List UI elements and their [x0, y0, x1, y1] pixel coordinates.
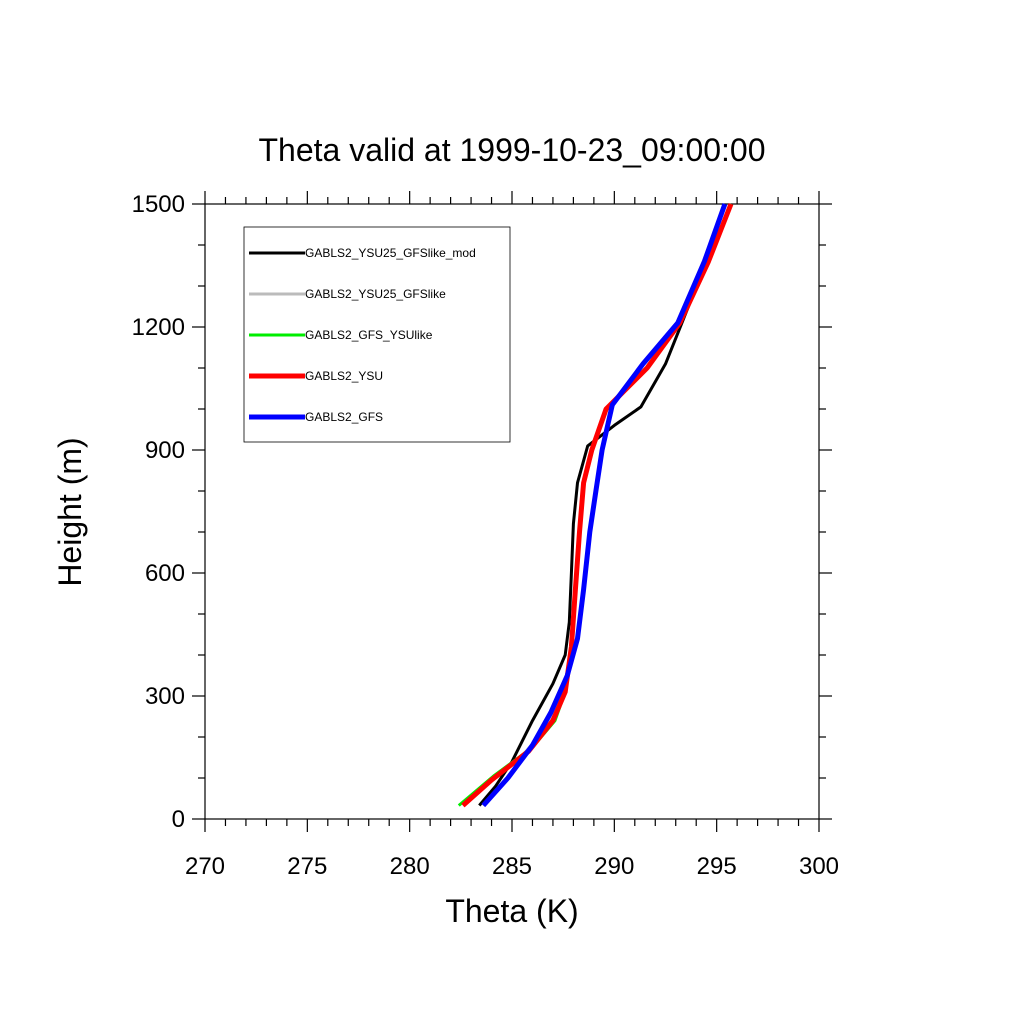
- y-tick-label: 0: [172, 806, 185, 833]
- x-tick-label: 295: [697, 853, 737, 880]
- x-tick-label: 300: [799, 853, 839, 880]
- x-axis-label: Theta (K): [445, 893, 578, 929]
- y-tick-label: 600: [145, 560, 185, 587]
- legend-box: [243, 226, 511, 443]
- legend-label: GABLS2_GFS: [305, 410, 383, 424]
- plot-area: 270 275 280 285 290 295 300 0 300 600 900 1200 1500 G…: [132, 191, 839, 880]
- x-tick-label: 290: [594, 853, 634, 880]
- x-tick-label: 275: [287, 853, 327, 880]
- y-tick-label: 1500: [132, 191, 185, 218]
- y-axis-label: Height (m): [52, 437, 88, 586]
- y-tick-label: 900: [145, 437, 185, 464]
- x-tick-label: 280: [390, 853, 430, 880]
- legend-label: GABLS2_YSU25_GFSlike_mod: [305, 246, 476, 260]
- x-tick-label: 270: [185, 853, 225, 880]
- y-tick-label: 300: [145, 683, 185, 710]
- legend-label: GABLS2_GFS_YSUlike: [305, 328, 433, 342]
- chart-title: Theta valid at 1999-10-23_09:00:00: [258, 132, 765, 168]
- series-line-1: [478, 203, 733, 807]
- series-line-5: [481, 203, 728, 808]
- y-tick-label: 1200: [132, 314, 185, 341]
- x-tick-label: 285: [492, 853, 532, 880]
- legend-label: GABLS2_YSU: [305, 369, 383, 383]
- legend-label: GABLS2_YSU25_GFSlike: [305, 287, 446, 301]
